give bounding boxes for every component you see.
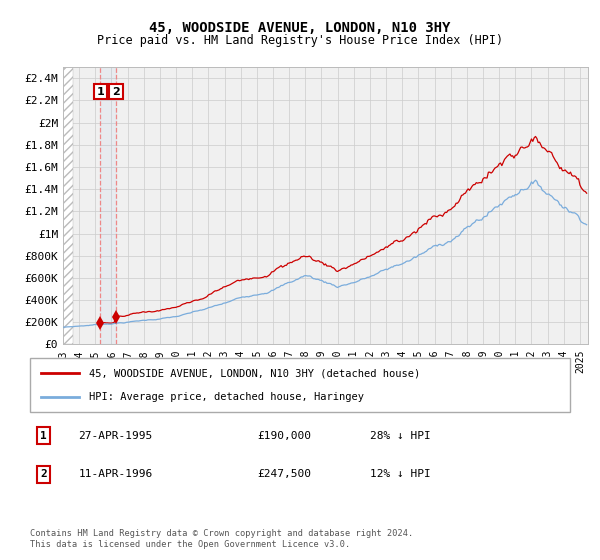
Text: 1: 1 (97, 87, 104, 96)
Text: 12% ↓ HPI: 12% ↓ HPI (370, 469, 431, 479)
Text: HPI: Average price, detached house, Haringey: HPI: Average price, detached house, Hari… (89, 391, 364, 402)
Text: Contains HM Land Registry data © Crown copyright and database right 2024.
This d: Contains HM Land Registry data © Crown c… (30, 529, 413, 549)
Text: Price paid vs. HM Land Registry's House Price Index (HPI): Price paid vs. HM Land Registry's House … (97, 34, 503, 46)
FancyBboxPatch shape (30, 358, 570, 412)
Text: 1: 1 (40, 431, 47, 441)
Text: 2: 2 (112, 87, 120, 96)
Text: 27-APR-1995: 27-APR-1995 (79, 431, 153, 441)
Text: 2: 2 (40, 469, 47, 479)
Text: 11-APR-1996: 11-APR-1996 (79, 469, 153, 479)
Text: £247,500: £247,500 (257, 469, 311, 479)
Text: 45, WOODSIDE AVENUE, LONDON, N10 3HY (detached house): 45, WOODSIDE AVENUE, LONDON, N10 3HY (de… (89, 368, 421, 379)
Bar (100, 67, 116, 344)
Text: £190,000: £190,000 (257, 431, 311, 441)
Text: 28% ↓ HPI: 28% ↓ HPI (370, 431, 431, 441)
Text: 45, WOODSIDE AVENUE, LONDON, N10 3HY: 45, WOODSIDE AVENUE, LONDON, N10 3HY (149, 21, 451, 35)
